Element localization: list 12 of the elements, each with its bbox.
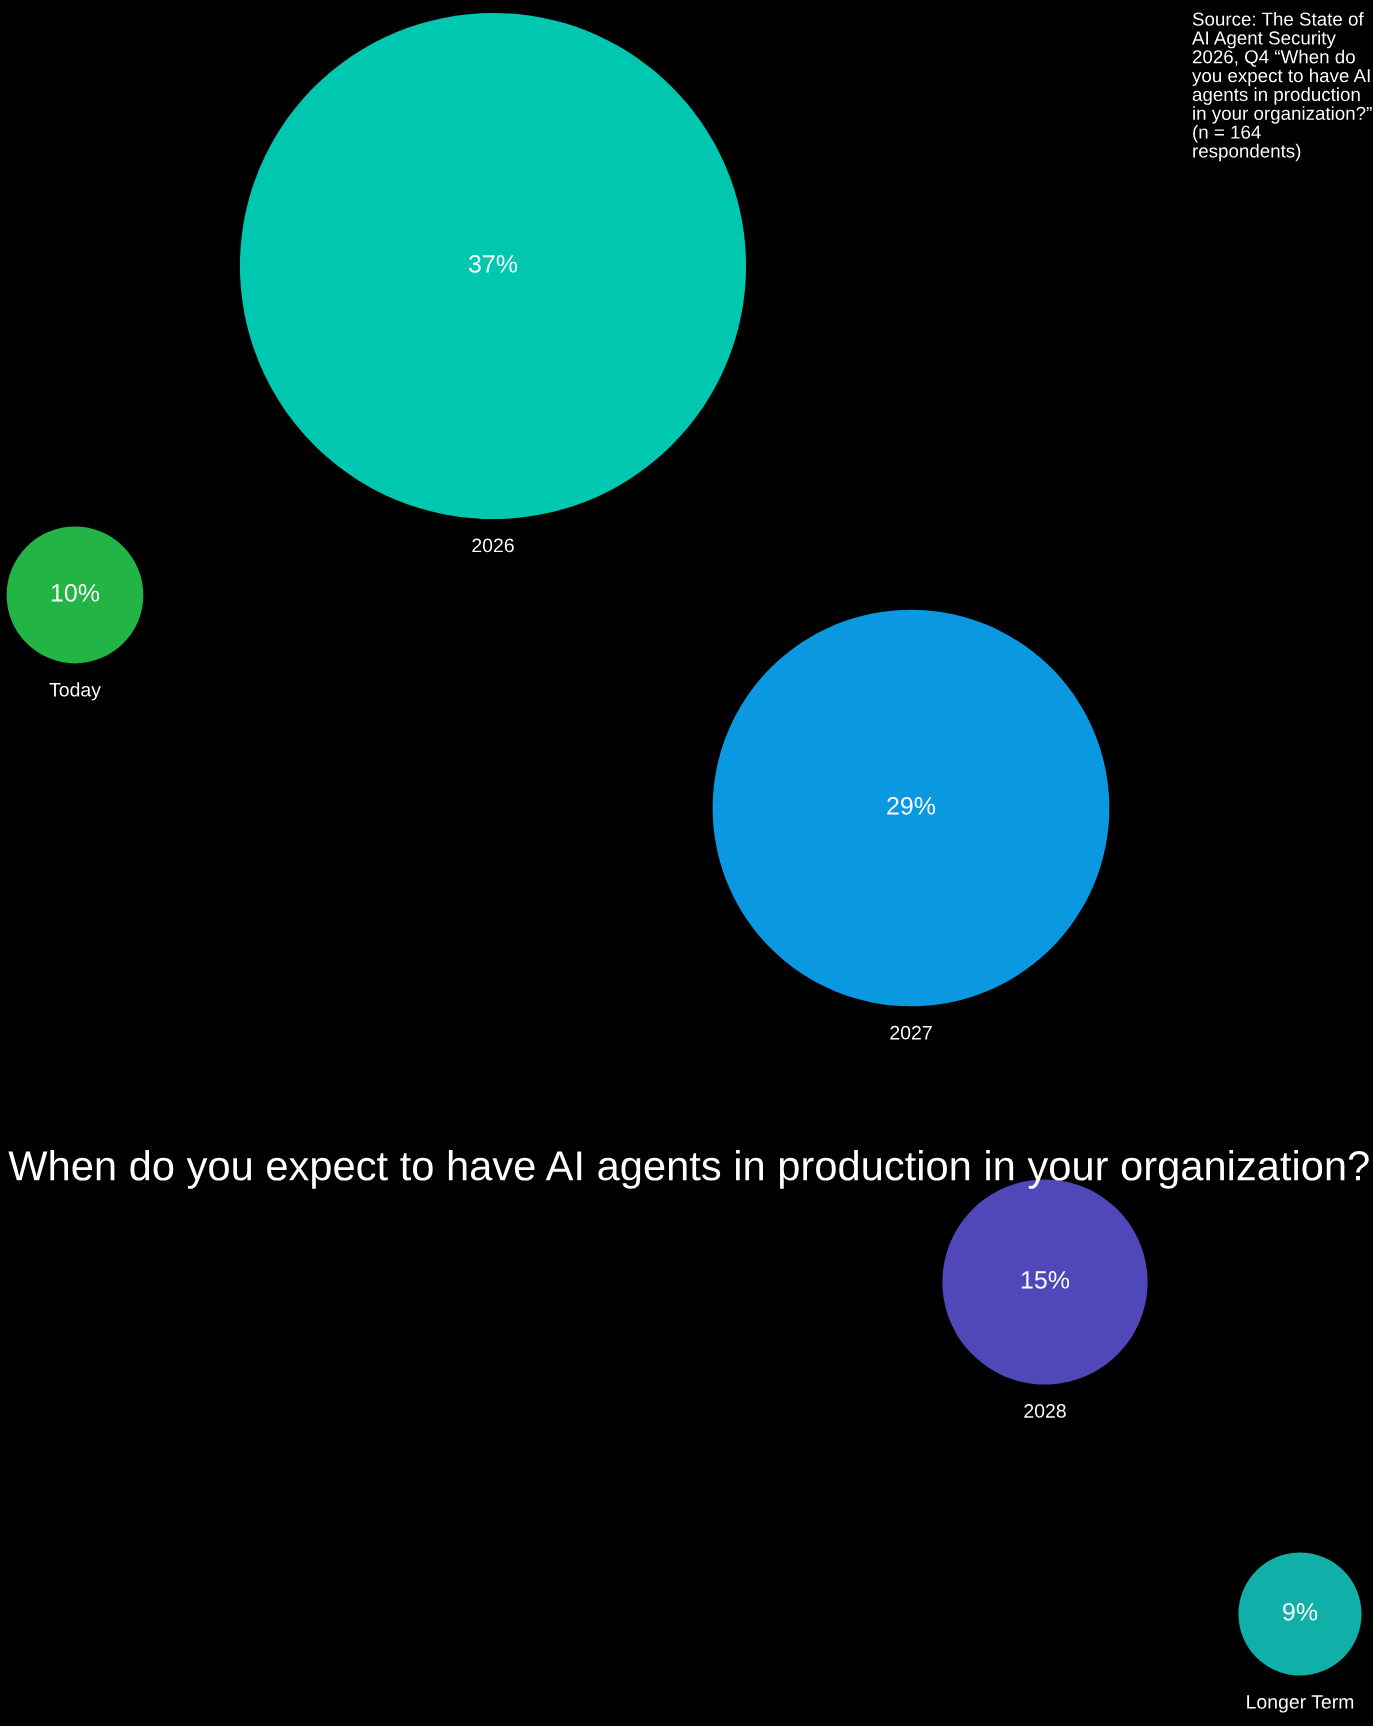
category-label: Today <box>49 682 101 701</box>
category-label: 2028 <box>1024 1404 1066 1418</box>
data-label: 29% <box>887 797 936 815</box>
data-label: 10% <box>51 584 100 602</box>
source-note: Source: The State of AI Agent Security 2026, Q4 “When do you expect to have AI agents in production in your organization?” (n = 164 respondents) <box>1192 12 1372 162</box>
category-label: 2026 <box>472 538 514 553</box>
text: When do you expect to have AI agents in production in your organization? <box>8 1150 1369 1189</box>
data-label: 37% <box>468 255 518 273</box>
data-label: 9% <box>1283 1603 1318 1621</box>
category-label: 2027 <box>890 1025 932 1040</box>
category-label: Longer Term <box>1247 1695 1354 1713</box>
data-label: 15% <box>1021 1271 1070 1289</box>
